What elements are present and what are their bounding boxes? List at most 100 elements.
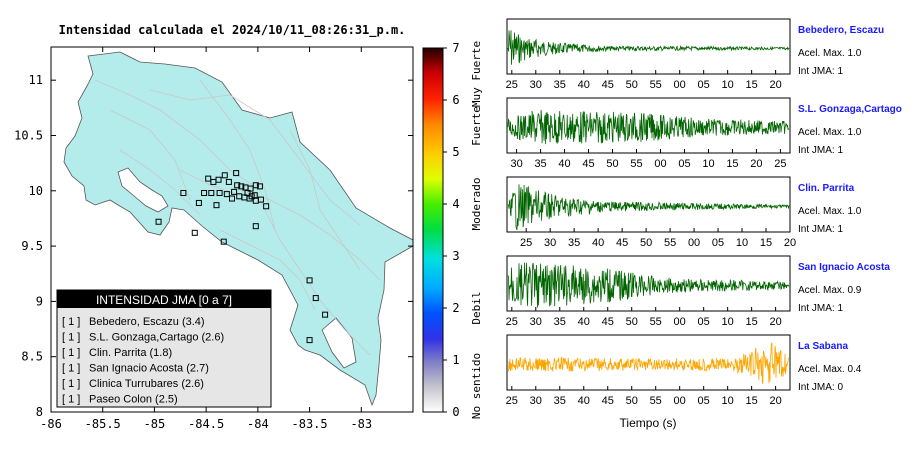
- colorbar-tick-label: 3: [452, 249, 459, 263]
- x-tick-label: -83: [350, 417, 372, 431]
- station-markers: [155, 170, 329, 344]
- time-tick-label: 35: [554, 395, 566, 407]
- intensity-colorbar: [422, 47, 444, 413]
- station-marker: [223, 191, 230, 198]
- map-y-axis: 8 8.5 9 9.5 10 10.5 11: [14, 73, 413, 419]
- colorbar-tick-label: 5: [452, 145, 459, 159]
- time-tick-label: 45: [616, 237, 628, 249]
- station-name: S.L. Gonzaga,Cartago: [798, 104, 902, 115]
- station-jma-intensity: Int JMA: 0: [798, 382, 843, 393]
- station-marker: [225, 178, 232, 185]
- time-tick-label: 15: [746, 316, 758, 328]
- time-tick-label: 55: [630, 158, 642, 170]
- colorbar-category-label: Moderado: [470, 178, 483, 231]
- time-tick-label: 40: [578, 79, 590, 91]
- x-tick-label: -85: [144, 417, 166, 431]
- station-acceleration: Acel. Max. 1.0: [798, 127, 862, 138]
- station-name: Clin. Parrita: [798, 183, 855, 194]
- time-tick-label: 45: [602, 395, 614, 407]
- time-tick-label: 40: [578, 395, 590, 407]
- y-tick-label: 11: [29, 73, 43, 87]
- station-marker: [252, 182, 259, 189]
- colorbar-tick-label: 2: [452, 301, 459, 315]
- time-tick-label: 50: [626, 395, 638, 407]
- legend-entry-code: [ 1 ]: [62, 332, 80, 344]
- station-marker: [244, 190, 251, 196]
- time-tick-label: 05: [698, 316, 710, 328]
- station-marker: [263, 203, 270, 210]
- gulf-of-nicoya: [117, 167, 169, 213]
- time-tick-label: 55: [650, 395, 662, 407]
- time-tick-label: 00: [654, 158, 666, 170]
- station-marker: [208, 190, 215, 196]
- legend-entry-code: [ 1 ]: [62, 394, 80, 406]
- time-tick-label: 10: [702, 158, 714, 170]
- colorbar-category-label: Fuerte: [470, 106, 483, 146]
- time-tick-label: 00: [674, 79, 686, 91]
- seismogram-panel: 25 30 35 40 45 50 55 00 05 10 15 20 San Ignacio Acos…: [506, 255, 890, 328]
- station-marker: [312, 295, 319, 302]
- station-acceleration: Acel. Max. 0.9: [798, 285, 862, 296]
- station-jma-intensity: Int JMA: 1: [798, 66, 843, 77]
- station-marker: [220, 238, 227, 245]
- map-frame: [50, 46, 414, 413]
- station-marker: [233, 170, 240, 177]
- seismogram-panel: 30 35 40 45 50 55 00 05 10 15 20 25 S.L. Gonzaga,Car…: [506, 97, 902, 170]
- legend-entry-label: San Ignacio Acosta (2.7): [89, 363, 209, 375]
- waveform-line: [507, 262, 790, 308]
- y-tick-label: 10: [29, 184, 43, 198]
- intensity-legend: INTENSIDAD JMA [0 a 7] [ 1 ] Bebedero, Es…: [56, 289, 272, 408]
- time-tick-label: 30: [530, 79, 542, 91]
- legend-entry-label: Clinica Turrubares (2.6): [89, 378, 204, 390]
- time-tick-label: 00: [688, 237, 700, 249]
- time-tick-label: 25: [520, 237, 532, 249]
- y-tick-label: 8: [36, 405, 43, 419]
- colorbar-tick-label: 4: [452, 197, 459, 211]
- x-tick-label: -83.5: [292, 417, 328, 431]
- time-tick-label: 20: [784, 237, 796, 249]
- station-marker: [155, 218, 162, 225]
- station-marker: [195, 199, 202, 206]
- station-marker: [238, 183, 245, 190]
- panel-frame: [506, 18, 791, 75]
- station-marker: [216, 190, 223, 196]
- legend-entry-code: [ 1 ]: [62, 378, 80, 390]
- time-tick-label: 30: [510, 158, 522, 170]
- time-tick-label: 35: [554, 316, 566, 328]
- seismogram-panel: 25 30 35 40 45 50 55 00 05 10 15 20 Bebedero, Escazu…: [506, 18, 884, 91]
- time-tick-label: 50: [626, 79, 638, 91]
- time-tick-label: 15: [746, 395, 758, 407]
- legend-header: INTENSIDAD JMA [0 a 7]: [96, 293, 232, 307]
- x-tick-label: -84.5: [188, 417, 224, 431]
- time-tick-label: 15: [760, 237, 772, 249]
- station-marker: [252, 223, 259, 230]
- legend-entry-label: Bebedero, Escazu (3.4): [89, 316, 205, 328]
- legend-entry-label: Clin. Parrita (1.8): [89, 347, 172, 359]
- map-x-axis: -86 -85.5 -85 -84.5 -84 -83.5 -83: [40, 47, 372, 431]
- x-tick-label: -86: [40, 417, 62, 431]
- time-tick-label: 25: [506, 395, 518, 407]
- time-tick-label: 30: [544, 237, 556, 249]
- colorbar-tick-label: 6: [452, 93, 459, 107]
- time-tick-label: 40: [578, 316, 590, 328]
- time-tick-label: 25: [774, 158, 786, 170]
- time-tick-label: 35: [568, 237, 580, 249]
- station-marker: [322, 311, 329, 318]
- x-tick-label: -84: [247, 417, 269, 431]
- time-tick-label: 25: [506, 79, 518, 91]
- time-tick-label: 05: [712, 237, 724, 249]
- time-tick-label: 35: [534, 158, 546, 170]
- station-marker: [201, 190, 208, 196]
- station-acceleration: Acel. Max. 0.4: [798, 364, 862, 375]
- time-tick-label: 45: [582, 158, 594, 170]
- time-tick-label: 20: [769, 316, 781, 328]
- colorbar-tick-label: 1: [452, 353, 459, 367]
- colorbar-category-label: Debil: [470, 291, 483, 324]
- time-axis-label: Tiempo (s): [620, 416, 677, 430]
- colorbar-category-label: Muy Fuerte: [470, 41, 483, 107]
- station-marker: [205, 175, 212, 182]
- seismogram-panels: 25 30 35 40 45 50 55 00 05 10 15 20 Bebedero, Escazu…: [506, 18, 902, 407]
- legend-entry-label: Paseo Colon (2.5): [89, 394, 178, 406]
- time-tick-label: 15: [726, 158, 738, 170]
